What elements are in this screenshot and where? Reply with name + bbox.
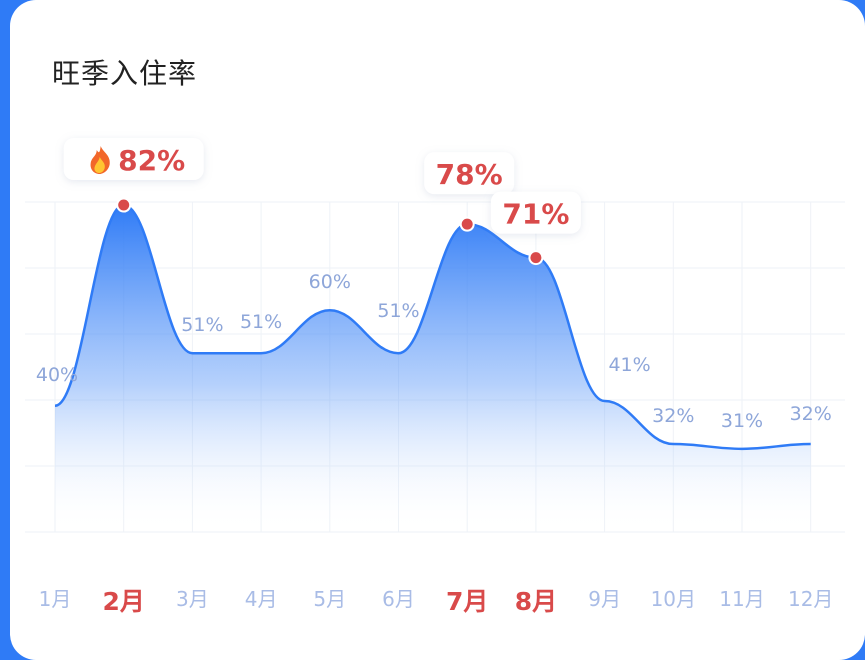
area-fill	[55, 205, 811, 533]
x-tick-label: 8月	[515, 587, 557, 616]
data-label: 31%	[721, 410, 763, 432]
highlight-point	[528, 250, 544, 266]
highlight-point	[116, 197, 132, 213]
x-tick-label: 4月	[245, 587, 278, 611]
data-label: 60%	[309, 271, 351, 293]
x-tick-label: 10月	[651, 587, 696, 611]
x-tick-label: 1月	[39, 587, 72, 611]
data-label: 71%	[502, 198, 569, 231]
data-label: 40%	[36, 364, 78, 386]
series-line	[54, 203, 811, 451]
highlight-point	[459, 216, 475, 232]
x-tick-label: 5月	[313, 587, 346, 611]
x-tick-label: 11月	[719, 587, 764, 611]
data-label: 32%	[652, 405, 694, 427]
data-label: 51%	[240, 311, 282, 333]
x-tick-label: 7月	[446, 587, 488, 616]
data-label: 78%	[436, 158, 503, 191]
data-label: 82%	[118, 144, 185, 177]
data-label: 32%	[790, 403, 832, 425]
value-bubble	[490, 191, 581, 234]
x-tick-label: 9月	[588, 587, 621, 611]
data-label: 51%	[377, 300, 419, 322]
value-bubble	[424, 152, 515, 195]
x-tick-label: 6月	[382, 587, 415, 611]
occupancy-chart: 40% 82% 51% 51% 60% 51% 78% 71% 41% 32% 31% 32% 1月 2…	[25, 138, 845, 616]
chart-title: 旺季入住率	[52, 57, 198, 90]
data-label: 41%	[608, 354, 650, 376]
fire-icon	[90, 146, 110, 175]
data-label: 51%	[181, 314, 223, 336]
x-tick-label: 2月	[102, 587, 144, 616]
x-tick-label: 3月	[176, 587, 209, 611]
x-tick-label: 12月	[788, 587, 833, 611]
